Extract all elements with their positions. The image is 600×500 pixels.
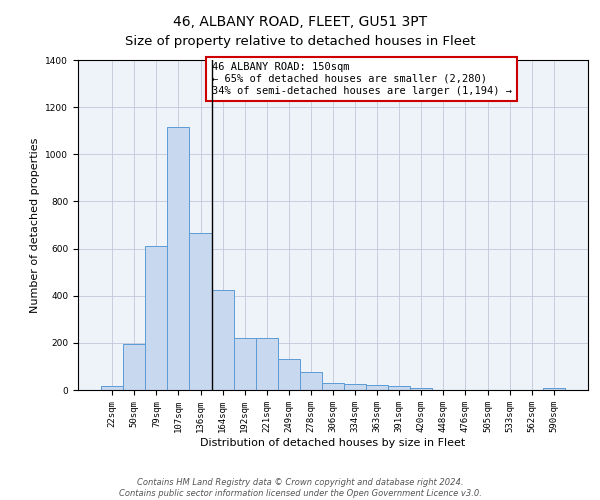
Bar	[145, 246, 167, 390]
Bar	[366, 386, 388, 390]
Bar	[256, 338, 278, 390]
Y-axis label: Number of detached properties: Number of detached properties	[30, 138, 40, 312]
Text: 46 ALBANY ROAD: 150sqm
← 65% of detached houses are smaller (2,280)
34% of semi-: 46 ALBANY ROAD: 150sqm ← 65% of detached…	[212, 62, 512, 96]
Text: Size of property relative to detached houses in Fleet: Size of property relative to detached ho…	[125, 35, 475, 48]
Bar	[278, 360, 300, 390]
Bar	[167, 127, 190, 390]
Bar	[410, 388, 433, 390]
Text: Contains HM Land Registry data © Crown copyright and database right 2024.
Contai: Contains HM Land Registry data © Crown c…	[119, 478, 481, 498]
Bar	[233, 338, 256, 390]
Bar	[388, 386, 410, 390]
X-axis label: Distribution of detached houses by size in Fleet: Distribution of detached houses by size …	[200, 438, 466, 448]
Bar	[123, 344, 145, 390]
Text: 46, ALBANY ROAD, FLEET, GU51 3PT: 46, ALBANY ROAD, FLEET, GU51 3PT	[173, 15, 427, 29]
Bar	[300, 372, 322, 390]
Bar	[322, 384, 344, 390]
Bar	[543, 388, 565, 390]
Bar	[344, 384, 366, 390]
Bar	[101, 386, 123, 390]
Bar	[190, 233, 212, 390]
Bar	[212, 290, 233, 390]
